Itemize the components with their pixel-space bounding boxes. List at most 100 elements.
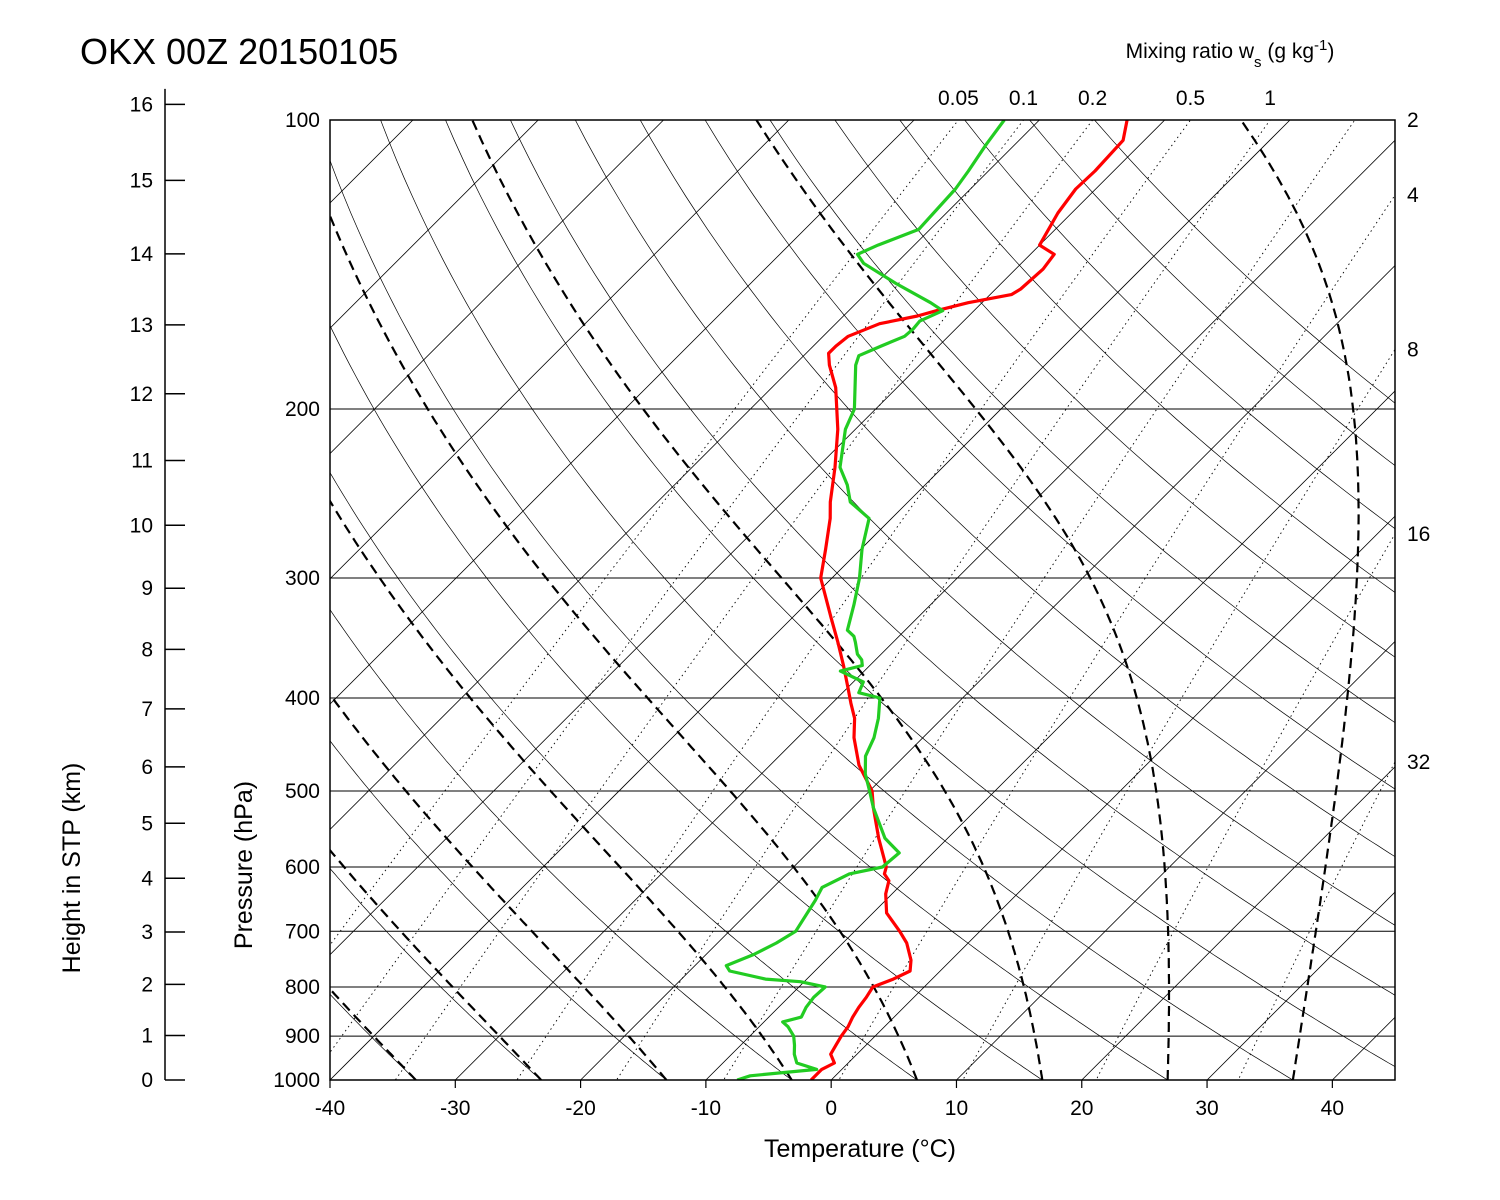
mixing-ratio-top-label: 0.2 <box>1078 87 1107 110</box>
dry-adiabat-line <box>380 120 1294 1080</box>
height-tick-label: 1 <box>141 1024 153 1047</box>
pressure-tick-label: 700 <box>285 920 320 943</box>
pressure-tick-label: 300 <box>285 567 320 590</box>
dry-adiabat-line <box>834 120 1395 658</box>
moist-adiabat-line <box>0 120 40 1080</box>
height-tick-label: 9 <box>141 577 153 600</box>
moist-adiabat-line <box>330 499 793 1080</box>
x-tick-label: -30 <box>440 1097 470 1120</box>
mixing-ratio-line <box>616 120 1271 1080</box>
dry-adiabat-line <box>330 159 1169 1080</box>
dry-adiabat-line <box>769 120 1395 724</box>
height-tick-label: 15 <box>130 169 153 192</box>
pressure-tick-label: 1000 <box>273 1069 320 1092</box>
x-tick-label: 30 <box>1195 1097 1218 1120</box>
dry-adiabat-line <box>574 120 1395 926</box>
dry-adiabat-line <box>330 740 667 1080</box>
mixing-ratio-line <box>516 120 1192 1080</box>
mixing-ratio-side-label: 2 <box>1407 109 1419 132</box>
height-tick-label: 5 <box>141 812 153 835</box>
dry-adiabat-line <box>899 120 1395 593</box>
moist-adiabat-line <box>330 213 919 1080</box>
isotherm-line <box>1206 891 1395 1080</box>
dry-adiabat-line <box>330 867 542 1080</box>
x-tick-label: 20 <box>1070 1097 1093 1120</box>
mixing-ratio-line <box>394 120 1094 1080</box>
pressure-tick-label: 400 <box>285 687 320 710</box>
dry-adiabat-line <box>964 120 1395 530</box>
dry-adiabat-line <box>1094 120 1395 404</box>
dry-adiabat-line <box>0 99 311 1101</box>
dry-adiabat-line <box>1029 120 1395 467</box>
x-tick-label: -10 <box>691 1097 721 1120</box>
isotherm-line <box>330 120 915 705</box>
dry-adiabat-line <box>0 99 184 1101</box>
mixing-ratio-line <box>723 120 1356 1080</box>
dewpoint-profile-line <box>724 120 1006 1080</box>
isotherm-line <box>1332 1016 1395 1080</box>
mixing-ratio-top-label: 0.1 <box>1009 87 1038 110</box>
isotherm-line <box>580 265 1395 1080</box>
pressure-tick-label: 600 <box>285 856 320 879</box>
height-tick-label: 3 <box>141 921 153 944</box>
isotherm-line <box>0 120 37 1080</box>
isotherm-line <box>705 390 1395 1080</box>
isotherm-line <box>330 120 1291 1080</box>
dry-adiabat-line <box>704 120 1395 790</box>
mixing-ratio-side-label: 32 <box>1407 751 1430 774</box>
moist-adiabat-line <box>1240 120 1360 1080</box>
mixing-ratio-top-label: 1 <box>1264 87 1276 110</box>
x-tick-label: -20 <box>565 1097 595 1120</box>
dry-adiabat-line <box>330 609 793 1080</box>
isotherm-line <box>1081 766 1395 1080</box>
dry-adiabat-line <box>330 324 1043 1080</box>
x-tick-label: 40 <box>1321 1097 1344 1120</box>
isotherm-line <box>330 120 664 455</box>
height-tick-label: 8 <box>141 638 153 661</box>
isotherm-line <box>330 120 539 329</box>
profile-lines <box>724 120 1129 1080</box>
moist-adiabat-line <box>1418 120 1500 1080</box>
pressure-tick-label: 500 <box>285 780 320 803</box>
pressure-tick-label: 900 <box>285 1025 320 1048</box>
pressure-tick-label: 800 <box>285 976 320 999</box>
moist-adiabat-line <box>755 120 1171 1080</box>
dry-adiabat-line <box>330 471 918 1080</box>
pressure-tick-label: 200 <box>285 398 320 421</box>
mixing-ratio-top-label: 0.5 <box>1176 87 1205 110</box>
isotherm-line <box>956 640 1395 1080</box>
plot-area <box>0 99 1500 1101</box>
plot-frame <box>329 119 1396 1081</box>
dry-adiabat-line <box>510 120 1395 996</box>
isotherm-line <box>330 120 1165 956</box>
height-tick-label: 14 <box>130 243 154 266</box>
pressure-tick-label: 100 <box>285 109 320 132</box>
height-tick-label: 0 <box>141 1069 153 1092</box>
mixing-ratio-line <box>1095 533 1395 1080</box>
mixing-ratio-line <box>1237 760 1395 1080</box>
height-tick-label: 2 <box>141 973 153 996</box>
isotherm-line <box>455 139 1395 1080</box>
height-tick-label: 6 <box>141 756 153 779</box>
mixing-ratio-line <box>838 194 1395 1080</box>
x-axis-label: Temperature (°C) <box>764 1135 956 1163</box>
height-tick-label: 13 <box>130 314 153 337</box>
moist-adiabat-line <box>330 692 668 1080</box>
y-axis-label: Pressure (hPa) <box>230 781 258 949</box>
height-tick-label: 7 <box>141 698 153 721</box>
height-axis-label: Height in STP (km) <box>58 763 86 974</box>
height-tick-label: 12 <box>130 383 153 406</box>
height-tick-label: 16 <box>130 93 153 116</box>
dry-adiabat-line <box>0 99 57 1101</box>
mixing-ratio-line <box>330 120 1025 1054</box>
isotherm-line <box>330 120 1040 830</box>
x-tick-label: 0 <box>825 1097 837 1120</box>
height-tick-label: 4 <box>141 867 153 890</box>
x-tick-label: 10 <box>945 1097 968 1120</box>
isotherm-line <box>330 120 790 580</box>
mixing-ratio-top-label: 0.05 <box>938 87 979 110</box>
moist-adiabat-line <box>471 120 1044 1080</box>
isotherm-line <box>830 515 1395 1080</box>
dry-adiabat-line <box>639 120 1395 858</box>
